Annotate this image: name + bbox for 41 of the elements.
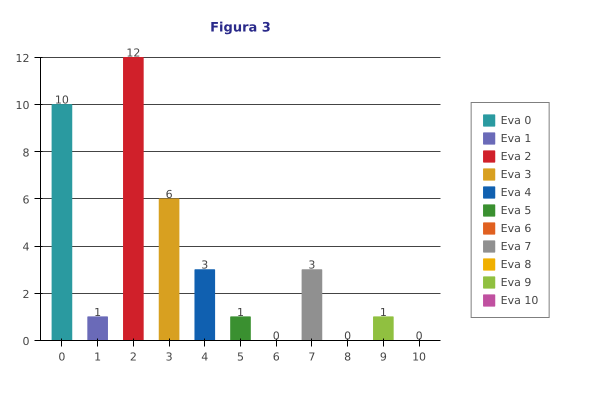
data-label: 0 (344, 330, 352, 342)
x-tick-label: 8 (344, 350, 352, 364)
data-label: 0 (272, 330, 280, 342)
legend-label: Eva 0 (500, 114, 532, 126)
legend-label: Eva 10 (500, 294, 538, 306)
x-tick-label: 7 (308, 350, 316, 364)
legend-label: Eva 6 (500, 222, 532, 234)
chart-title: Figura 3 (210, 20, 271, 36)
x-tick-label: 5 (237, 350, 244, 364)
legend-label: Eva 7 (500, 240, 532, 252)
legend-label: Eva 5 (500, 204, 532, 216)
data-label: 1 (380, 306, 387, 319)
x-tick-label: 2 (130, 350, 137, 364)
x-tick-label: 9 (380, 350, 387, 364)
y-tick-label: 4 (22, 240, 30, 254)
data-label: 10 (54, 94, 69, 107)
x-tick-label: 10 (412, 350, 426, 364)
legend-label: Eva 8 (500, 258, 532, 270)
data-label: 1 (237, 306, 244, 319)
data-label: 12 (126, 46, 140, 60)
x-tick-label: 4 (201, 350, 208, 364)
legend-label: Eva 2 (500, 150, 532, 162)
legend-label: Eva 3 (500, 168, 532, 180)
y-tick-label: 10 (16, 99, 30, 112)
y-tick-label: 0 (22, 335, 30, 348)
x-tick-label: 6 (272, 350, 280, 364)
y-tick-label: 2 (22, 288, 30, 301)
data-label: 3 (308, 258, 316, 272)
x-tick-label: 0 (58, 350, 66, 364)
x-tick-label: 1 (94, 350, 102, 364)
x-tick-label: 3 (166, 350, 173, 364)
data-label: 6 (166, 188, 173, 201)
legend-label: Eva 1 (500, 132, 532, 144)
legend-label: Eva 9 (500, 276, 532, 288)
legend-label: Eva 4 (500, 186, 532, 198)
y-tick-label: 12 (16, 52, 30, 65)
y-tick-label: 8 (22, 146, 30, 160)
data-label: 3 (201, 258, 208, 272)
data-label: 1 (94, 306, 102, 319)
y-tick-label: 6 (22, 193, 30, 206)
data-label: 0 (416, 330, 423, 342)
